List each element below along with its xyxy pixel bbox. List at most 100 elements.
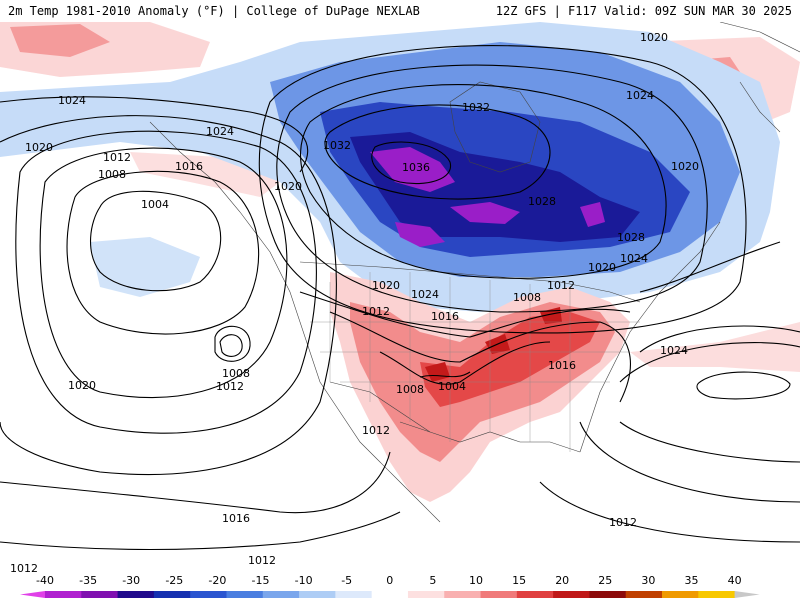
isobar-low-pacific-1004 (89, 190, 222, 292)
isobar-high-atlantic-inner (696, 371, 791, 400)
isobar-label: 1008 (513, 291, 541, 304)
isobar-1016-pacific-south (0, 451, 391, 514)
anomaly-map: 1020 1024 1024 1020 1012 1008 1016 1004 … (0, 22, 800, 572)
isobar-label: 1016 (222, 512, 250, 525)
isobar-1016-south (299, 291, 631, 338)
cold-region-extreme-2 (450, 202, 520, 224)
isobar-label: 1028 (617, 231, 645, 244)
isobar-1016-atlantic (579, 421, 800, 503)
isobar-label: 1012 (362, 305, 390, 318)
isobar-label: 1016 (548, 359, 576, 372)
colorbar-tick-label: -10 (295, 574, 313, 587)
isobar-label: 1012 (362, 424, 390, 437)
colorbar-swatch (625, 591, 663, 598)
colorbar-swatch (190, 591, 227, 598)
colorbar-swatch (81, 591, 119, 598)
colorbar-swatch (589, 591, 627, 598)
warm-region-nw-core (10, 24, 110, 57)
isobar-label: 1004 (141, 198, 169, 211)
isobar-label: 1012 (609, 516, 637, 529)
isobar-high-1028 (299, 84, 667, 279)
colorbar-tick-label: 40 (728, 574, 742, 587)
isobar-label: 1020 (588, 261, 616, 274)
coastline-west (149, 121, 441, 523)
isobars (0, 45, 800, 551)
isobar-1012-east-coast (639, 241, 781, 293)
isobar-low-pacific-1008 (66, 170, 260, 335)
isobar-label: 1016 (175, 160, 203, 173)
colorbar-tick-label: -25 (165, 574, 183, 587)
colorbar-tick-label: -20 (208, 574, 226, 587)
geographic-boundaries (149, 22, 800, 523)
colorbar-swatches (20, 591, 760, 598)
colorbar-tick-label: 25 (598, 574, 612, 587)
isobar-1004-south (419, 371, 471, 378)
warm-region-atlantic-south (630, 322, 800, 372)
isobar-label: 1024 (411, 288, 439, 301)
state-lines (310, 272, 640, 452)
isobar-label: 1012 (103, 151, 131, 164)
colorbar-swatch (553, 591, 590, 598)
map-svg: 1020 1024 1024 1020 1012 1008 1016 1004 … (0, 22, 800, 572)
isobar-label: 1020 (274, 180, 302, 193)
isobar-label: 1020 (25, 141, 53, 154)
cold-region-extreme-3 (395, 222, 445, 247)
anomaly-shading (0, 22, 800, 502)
isobar-low-pacific-1012 (39, 147, 288, 399)
isobar-label: 1016 (431, 310, 459, 323)
us-canada-border (299, 261, 641, 303)
colorbar-tick-label: 30 (641, 574, 655, 587)
colorbar-tick-label: 5 (429, 574, 436, 587)
colorbar-max-arrow (734, 591, 760, 598)
colorbar-swatch (371, 591, 409, 598)
colorbar-tick-label: -40 (36, 574, 54, 587)
colorbar-tick-label: -5 (341, 574, 352, 587)
colorbar-swatch (407, 591, 445, 598)
us-mexico-border (329, 381, 431, 433)
isobar-1012-pacific-south (0, 511, 401, 551)
isobar-label: 1008 (396, 383, 424, 396)
colorbar-swatch (480, 591, 518, 598)
warm-region-pacific-nw (130, 152, 280, 197)
isobar-1012-atlantic (539, 481, 800, 543)
isobar-label: 1032 (462, 101, 490, 114)
cold-region-extreme-4 (580, 202, 605, 227)
greenland-coast (719, 22, 800, 133)
colorbar-swatch (698, 591, 736, 598)
isobar-label: 1024 (626, 89, 654, 102)
isobar-label: 1020 (640, 31, 668, 44)
colorbar-tick-label: -30 (122, 574, 140, 587)
cold-region-pacific (90, 237, 200, 297)
colorbar-tick-label: -35 (79, 574, 97, 587)
isobar-label: 1024 (660, 344, 688, 357)
isobar-label: 1012 (10, 562, 38, 572)
colorbar-min-arrow (20, 591, 45, 598)
cold-region-extreme-1 (370, 147, 455, 192)
colorbar-tick-label: 10 (469, 574, 483, 587)
isobar-label: 1008 (222, 367, 250, 380)
colorbar-swatch (335, 591, 373, 598)
colorbar-tick-label: 0 (386, 574, 393, 587)
anomaly-colorbar: -40 -35 -30 -25 -20 -15 -10 -5 0 5 10 15 20 25 30 35 40 (0, 572, 800, 600)
isobar-1024-north (0, 96, 309, 173)
colorbar-tick-label: 20 (555, 574, 569, 587)
isobar-label: 1028 (528, 195, 556, 208)
isobar-high-1024 (276, 64, 708, 313)
isobar-label: 1036 (402, 161, 430, 174)
colorbar-svg: -40 -35 -30 -25 -20 -15 -10 -5 0 5 10 15 20 25 30 35 40 (20, 574, 760, 598)
colorbar-tick-label: 35 (685, 574, 699, 587)
isobar-label: 1032 (323, 139, 351, 152)
colorbar-tick-labels: -40 -35 -30 -25 -20 -15 -10 -5 0 5 10 15 20 25 30 35 40 (36, 574, 742, 587)
isobar-label: 1024 (620, 252, 648, 265)
colorbar-swatch (117, 591, 155, 598)
isobar-low-pacific-1016 (15, 130, 317, 434)
hudson-bay (449, 81, 541, 173)
isobar-high-atlantic-1024 (639, 325, 800, 353)
colorbar-tick-label: -15 (252, 574, 270, 587)
isobar-labels: 1020 1024 1024 1020 1012 1008 1016 1004 … (10, 31, 699, 572)
colorbar-swatch (226, 591, 264, 598)
colorbar-swatch (516, 591, 554, 598)
isobar-high-1020 (258, 45, 747, 334)
isobar-label: 1020 (372, 279, 400, 292)
colorbar-swatch (299, 591, 336, 598)
